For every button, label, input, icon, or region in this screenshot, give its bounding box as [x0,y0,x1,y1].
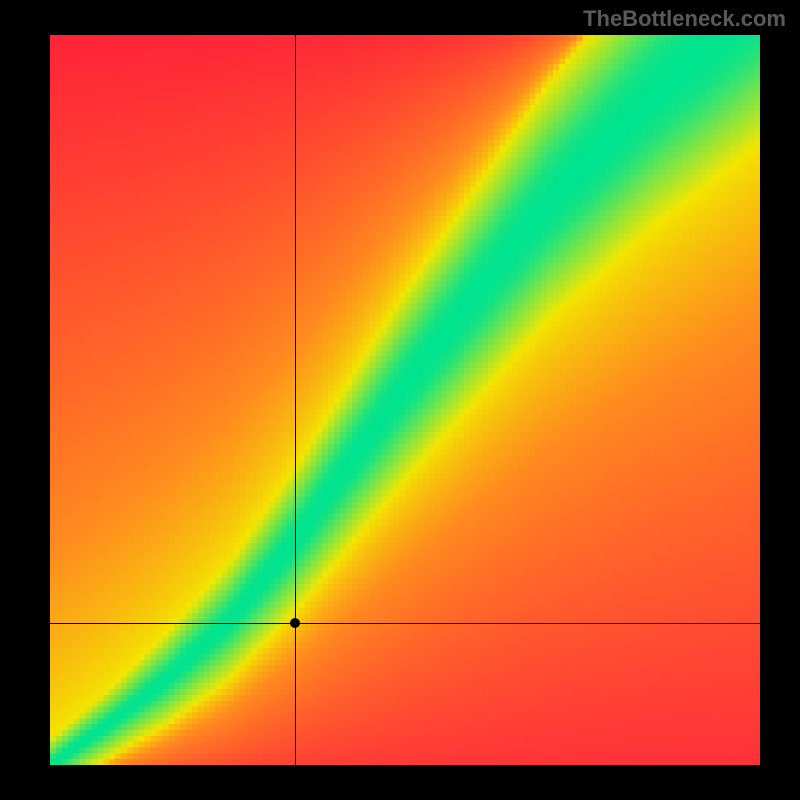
heatmap-canvas [50,35,760,765]
bottleneck-heatmap [50,35,760,765]
source-watermark: TheBottleneck.com [583,6,786,32]
